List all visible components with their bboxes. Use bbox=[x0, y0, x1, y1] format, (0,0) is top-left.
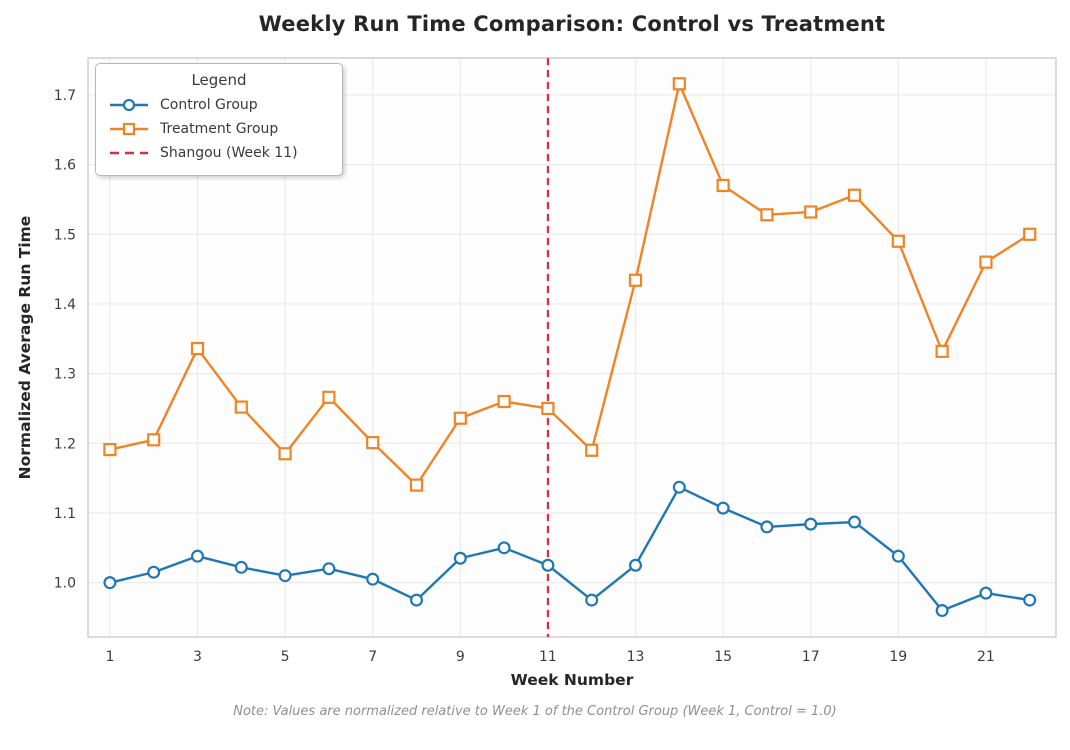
legend-item: Shangou (Week 11) bbox=[108, 141, 330, 165]
data-point-control bbox=[760, 520, 774, 534]
data-point-treatment bbox=[278, 447, 292, 461]
data-point-control bbox=[848, 515, 862, 529]
x-tick-label: 15 bbox=[714, 649, 732, 665]
x-tick-label: 11 bbox=[539, 649, 557, 665]
data-point-treatment bbox=[453, 411, 467, 425]
data-point-control bbox=[103, 576, 117, 590]
y-tick-label: 1.0 bbox=[54, 576, 76, 592]
data-point-treatment bbox=[847, 188, 862, 202]
y-tick-label: 1.6 bbox=[54, 158, 76, 174]
data-point-control bbox=[1023, 593, 1037, 607]
data-point-control bbox=[891, 549, 905, 563]
data-point-treatment bbox=[1023, 227, 1037, 241]
legend-box: Legend Control Group Treatment Group Shang… bbox=[95, 63, 343, 176]
y-tick-label: 1.1 bbox=[54, 506, 76, 522]
data-point-treatment bbox=[541, 401, 555, 416]
legend-title: Legend bbox=[191, 71, 247, 89]
data-point-control bbox=[278, 569, 292, 583]
data-point-treatment bbox=[716, 178, 730, 193]
legend-item-label: Control Group bbox=[160, 97, 258, 113]
y-tick-label: 1.2 bbox=[54, 436, 76, 452]
x-tick-label: 7 bbox=[368, 649, 377, 665]
legend-item: Control Group bbox=[108, 93, 330, 117]
y-tick-label: 1.7 bbox=[54, 88, 76, 104]
y-tick-label: 1.4 bbox=[54, 297, 76, 313]
data-point-treatment bbox=[366, 436, 380, 450]
data-point-control bbox=[453, 551, 467, 565]
data-point-treatment bbox=[147, 433, 161, 447]
data-point-treatment bbox=[190, 341, 205, 356]
data-point-treatment bbox=[409, 478, 424, 492]
x-tick-label: 13 bbox=[627, 649, 645, 665]
data-point-treatment bbox=[804, 205, 818, 219]
data-point-treatment bbox=[103, 442, 117, 457]
data-point-control bbox=[322, 562, 336, 576]
data-point-treatment bbox=[322, 390, 336, 404]
x-tick-label: 19 bbox=[889, 649, 907, 665]
y-tick-label: 1.3 bbox=[54, 367, 76, 383]
data-point-control bbox=[979, 586, 993, 600]
data-point-treatment bbox=[760, 208, 774, 222]
control-group-line bbox=[108, 485, 1031, 612]
legend-item-label: Shangou (Week 11) bbox=[160, 145, 298, 161]
plot-border bbox=[87, 57, 1057, 638]
data-point-treatment bbox=[979, 255, 993, 269]
data-point-treatment bbox=[628, 273, 643, 287]
treatment-group-line bbox=[108, 82, 1031, 487]
x-tick-label: 3 bbox=[193, 649, 202, 665]
data-point-treatment bbox=[234, 400, 248, 414]
line-square-swatch-icon bbox=[110, 122, 148, 136]
data-point-control bbox=[191, 549, 205, 563]
legend-item: Treatment Group bbox=[108, 117, 330, 141]
data-point-control bbox=[366, 572, 380, 586]
footnote: Note: Values are normalized relative to … bbox=[233, 704, 837, 719]
legend-item-label: Treatment Group bbox=[160, 121, 279, 137]
data-point-control bbox=[410, 593, 424, 607]
data-point-control bbox=[804, 517, 818, 531]
data-point-control bbox=[935, 604, 949, 618]
data-point-treatment bbox=[585, 443, 599, 457]
x-tick-label: 1 bbox=[105, 649, 114, 665]
y-tick-label: 1.5 bbox=[54, 227, 76, 243]
chart-title: Weekly Run Time Comparison: Control vs T… bbox=[258, 12, 886, 36]
data-point-control bbox=[629, 558, 643, 572]
y-axis-label: Normalized Average Run Time bbox=[16, 216, 34, 480]
x-axis-label: Week Number bbox=[511, 671, 634, 689]
data-point-control bbox=[716, 501, 730, 515]
data-point-control bbox=[585, 593, 599, 607]
data-point-control bbox=[234, 560, 248, 574]
data-point-treatment bbox=[497, 394, 511, 409]
line-circle-swatch-icon bbox=[110, 98, 148, 112]
x-tick-label: 5 bbox=[281, 649, 290, 665]
dashed-line-swatch-icon bbox=[110, 151, 148, 155]
x-tick-label: 9 bbox=[456, 649, 465, 665]
data-point-treatment bbox=[935, 344, 949, 358]
x-tick-label: 17 bbox=[802, 649, 820, 665]
x-tick-label: 21 bbox=[977, 649, 995, 665]
data-point-control bbox=[147, 565, 161, 579]
data-point-control bbox=[541, 558, 555, 572]
data-point-control bbox=[672, 480, 686, 494]
data-point-treatment bbox=[672, 77, 686, 91]
data-point-treatment bbox=[891, 234, 905, 248]
legend-items: Control Group Treatment Group Shangou (Wee… bbox=[108, 93, 330, 165]
data-point-control bbox=[497, 541, 511, 555]
